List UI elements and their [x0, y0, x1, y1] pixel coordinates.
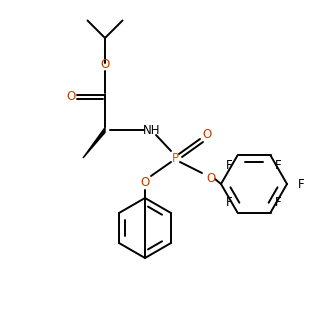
Text: O: O	[100, 58, 110, 71]
Text: F: F	[226, 196, 233, 209]
Text: P: P	[171, 152, 179, 165]
Text: O: O	[206, 172, 216, 184]
Text: NH: NH	[143, 123, 161, 137]
Polygon shape	[83, 128, 105, 158]
Text: O: O	[66, 91, 76, 103]
Text: F: F	[298, 177, 304, 190]
Text: F: F	[275, 159, 282, 172]
Text: O: O	[140, 175, 150, 189]
Text: O: O	[202, 128, 212, 140]
Text: F: F	[226, 159, 233, 172]
Text: F: F	[275, 196, 282, 209]
